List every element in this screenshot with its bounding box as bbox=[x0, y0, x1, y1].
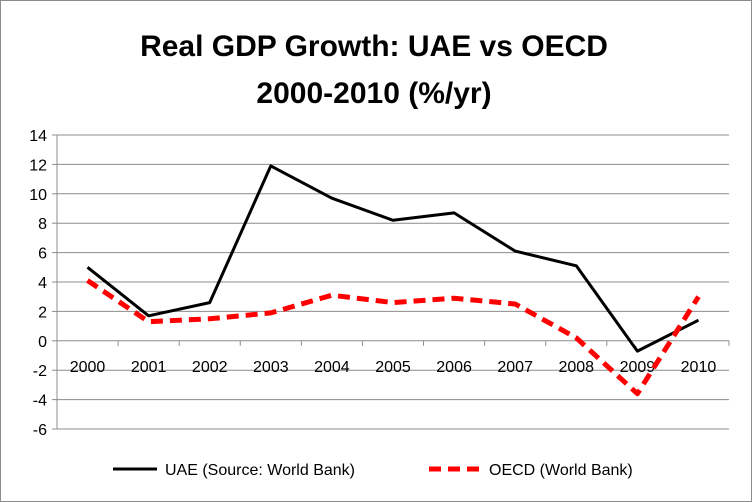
x-tick-label: 2006 bbox=[436, 359, 472, 376]
x-tick-label: 2002 bbox=[192, 359, 228, 376]
y-tick-label: 2 bbox=[38, 304, 47, 321]
x-tick-label: 2008 bbox=[558, 359, 594, 376]
series-lines bbox=[86, 164, 701, 397]
x-tick-label: 2001 bbox=[131, 359, 167, 376]
y-tick-label: 10 bbox=[29, 187, 47, 204]
x-tick-label: 2000 bbox=[70, 359, 106, 376]
y-tick-label: -4 bbox=[33, 393, 47, 410]
tick-labels: 14 12 10 8 6 4 2 0 -2 -4 -6 2000 2001 2002 2003 2004 200… bbox=[29, 128, 716, 439]
chart-title-line-1: Real GDP Growth: UAE vs OECD bbox=[140, 30, 608, 63]
legend-label-uae: UAE (Source: World Bank) bbox=[165, 462, 355, 479]
x-tick-label: 2007 bbox=[497, 359, 533, 376]
y-tick-label: 12 bbox=[29, 157, 47, 174]
series-line-oecd bbox=[86, 278, 701, 397]
y-tick-label: 8 bbox=[38, 216, 47, 233]
x-tick-label: 2010 bbox=[681, 359, 717, 376]
chart-title-line-2: 2000-2010 (%/yr) bbox=[256, 77, 491, 110]
legend: UAE (Source: World Bank) OECD (World Ban… bbox=[113, 462, 633, 479]
x-tick-label: 2009 bbox=[620, 359, 656, 376]
y-tick-label: 14 bbox=[29, 128, 47, 145]
gridlines bbox=[57, 134, 729, 430]
x-tick-label: 2005 bbox=[375, 359, 411, 376]
legend-label-oecd: OECD (World Bank) bbox=[489, 462, 633, 479]
y-tick-label: 0 bbox=[38, 334, 47, 351]
y-tick-label: -6 bbox=[33, 422, 47, 439]
x-tick-label: 2004 bbox=[314, 359, 350, 376]
y-tick-label: -2 bbox=[33, 363, 47, 380]
y-tick-label: 6 bbox=[38, 246, 47, 263]
x-tick-label: 2003 bbox=[253, 359, 289, 376]
y-tick-label: 4 bbox=[38, 275, 47, 292]
axes bbox=[52, 134, 730, 430]
